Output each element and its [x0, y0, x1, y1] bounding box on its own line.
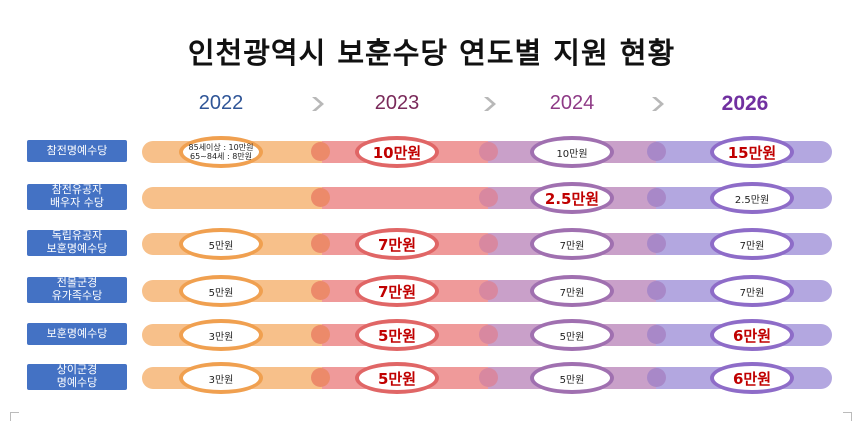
- amount-text: 7만원: [739, 287, 765, 299]
- amount-text: 7만원: [377, 235, 417, 254]
- amount-oval: 2.5만원: [530, 182, 614, 214]
- amount-text: 7만원: [559, 287, 585, 299]
- amount-text: 5만원: [208, 240, 234, 252]
- timeline-dot: [479, 325, 498, 344]
- amount-oval: 5만원: [355, 319, 439, 351]
- timeline-dot: [647, 368, 666, 387]
- amount-text: 3만원: [208, 331, 234, 343]
- timeline-dot: [647, 188, 666, 207]
- row-label: 참전명예수당: [27, 140, 127, 162]
- year-label-2023: 2023: [374, 92, 420, 114]
- amount-oval: 5만원: [355, 362, 439, 394]
- chevron-right-icon: [484, 97, 496, 111]
- amount-line: 85세이상 : 10만원: [188, 142, 254, 152]
- amount-oval: 7만원: [355, 228, 439, 260]
- timeline-dot: [311, 325, 330, 344]
- row-label: 상이군경 명예수당: [27, 364, 127, 390]
- amount-text: 5만원: [559, 374, 585, 386]
- timeline-segment-2022: [142, 187, 322, 209]
- year-label-2026: 2026: [721, 92, 769, 115]
- row-label: 전몰군경 유가족수당: [27, 277, 127, 303]
- row-label: 참전유공자 배우자 수당: [27, 184, 127, 210]
- corner-mark: [10, 412, 19, 421]
- amount-text: 7만원: [377, 282, 417, 301]
- amount-oval: 3만원: [179, 319, 263, 351]
- amount-text: 2.5만원: [734, 194, 770, 206]
- year-label-2024: 2024: [549, 92, 595, 114]
- amount-text: 5만원: [377, 326, 417, 345]
- amount-oval: 7만원: [710, 228, 794, 260]
- amount-text: 5만원: [208, 287, 234, 299]
- amount-oval: 7만원: [355, 275, 439, 307]
- amount-text: 10만원: [556, 148, 588, 160]
- row-label: 독립유공자 보훈명예수당: [27, 230, 127, 256]
- year-label-2022: 2022: [198, 92, 244, 114]
- amount-oval: 6만원: [710, 319, 794, 351]
- amount-oval: 3만원: [179, 362, 263, 394]
- timeline-dot: [311, 368, 330, 387]
- amount-text: 2.5만원: [544, 189, 600, 208]
- timeline-dot: [479, 142, 498, 161]
- timeline-dot: [479, 188, 498, 207]
- timeline-dot: [647, 325, 666, 344]
- timeline-dot: [479, 234, 498, 253]
- timeline-dot: [311, 142, 330, 161]
- amount-oval: 10만원: [355, 136, 439, 168]
- amount-text: 7만원: [739, 240, 765, 252]
- timeline-dot: [647, 142, 666, 161]
- timeline-dot: [311, 281, 330, 300]
- timeline-dot: [479, 281, 498, 300]
- amount-text: 85세이상 : 10만원 65~84세 : 8만원: [189, 143, 254, 161]
- amount-oval: 6만원: [710, 362, 794, 394]
- amount-oval: 5만원: [530, 362, 614, 394]
- timeline-dot: [479, 368, 498, 387]
- amount-text: 5만원: [559, 331, 585, 343]
- amount-oval: 10만원: [530, 136, 614, 168]
- amount-oval: 2.5만원: [710, 182, 794, 214]
- row-label: 보훈명예수당: [27, 323, 127, 345]
- amount-text: 5만원: [377, 369, 417, 388]
- timeline-dot: [647, 234, 666, 253]
- amount-text: 6만원: [732, 369, 772, 388]
- amount-line: 65~84세 : 8만원: [189, 152, 252, 161]
- amount-oval: 85세이상 : 10만원 65~84세 : 8만원: [179, 136, 263, 168]
- amount-oval: 5만원: [179, 228, 263, 260]
- amount-oval: 15만원: [710, 136, 794, 168]
- amount-text: 7만원: [559, 240, 585, 252]
- page-title: 인천광역시 보훈수당 연도별 지원 현황: [187, 36, 676, 70]
- amount-oval: 5만원: [530, 319, 614, 351]
- amount-text: 15만원: [727, 143, 777, 162]
- amount-text: 3만원: [208, 374, 234, 386]
- timeline-dot: [311, 234, 330, 253]
- chevron-right-icon: [312, 97, 324, 111]
- amount-text: 6만원: [732, 326, 772, 345]
- amount-oval: 7만원: [710, 275, 794, 307]
- timeline-segment-2023: [322, 187, 488, 209]
- timeline-dot: [647, 281, 666, 300]
- amount-oval: 7만원: [530, 228, 614, 260]
- amount-oval: 7만원: [530, 275, 614, 307]
- amount-oval: 5만원: [179, 275, 263, 307]
- chevron-right-icon: [652, 97, 664, 111]
- corner-mark: [843, 412, 852, 421]
- timeline-dot: [311, 188, 330, 207]
- amount-text: 10만원: [372, 143, 422, 162]
